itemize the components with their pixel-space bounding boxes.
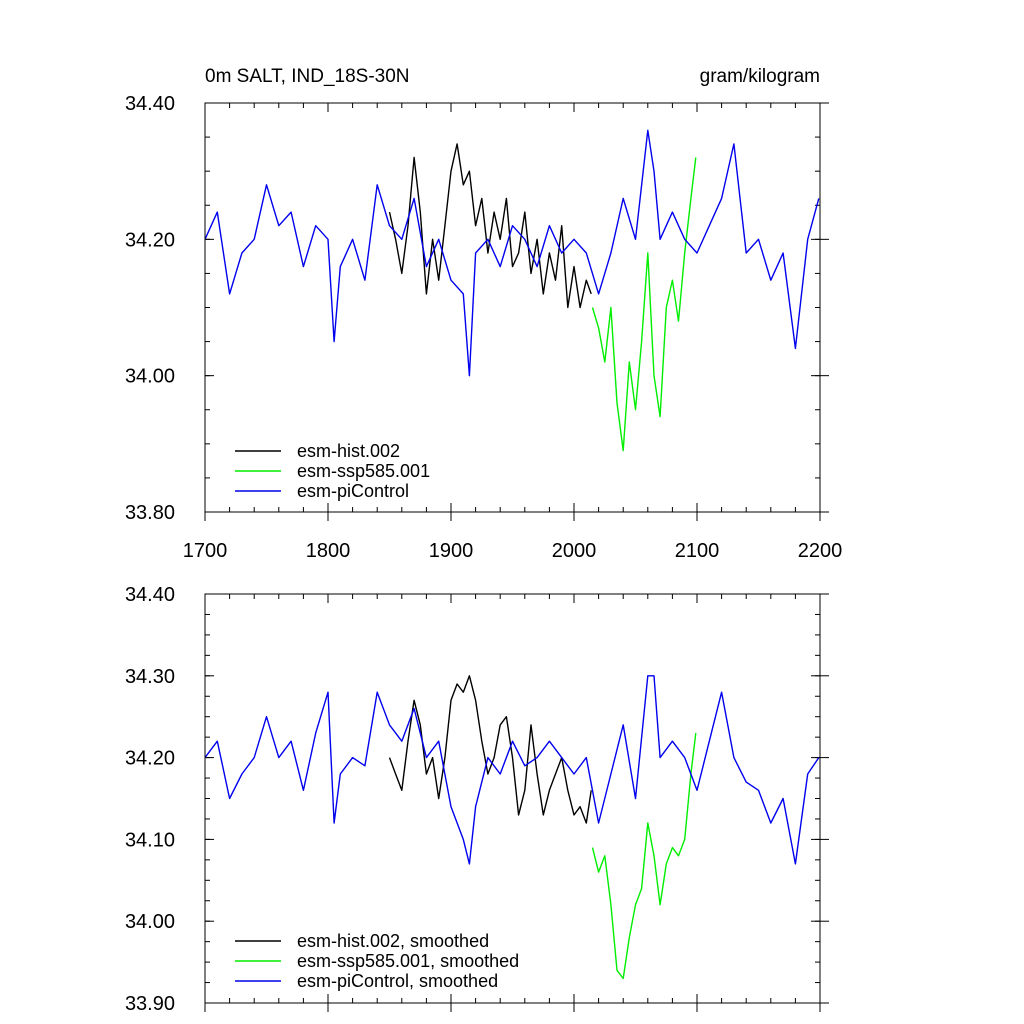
x-tick-label: 1900 — [429, 540, 474, 562]
series-line-esm-ssp585-001 — [591, 157, 697, 452]
y-tick-label: 34.20 — [125, 748, 175, 770]
top-series — [204, 129, 820, 452]
legend-label: esm-hist.002 — [297, 441, 400, 461]
y-tick-label: 34.20 — [125, 229, 175, 251]
series-line-esm-picontrol — [204, 129, 820, 377]
series-line-esm-hist-002 — [388, 143, 592, 309]
title-left: 0m SALT, IND_18S-30N — [205, 66, 410, 87]
y-tick-label: 34.40 — [125, 93, 175, 115]
y-tick-label: 33.90 — [125, 993, 175, 1015]
series-line-esm-picontrol-smoothed — [204, 675, 820, 865]
y-tick-label: 34.00 — [125, 911, 175, 933]
x-tick-label: 2100 — [675, 540, 720, 562]
panel-top: 0m SALT, IND_18S-30N gram/kilogram 1700 1… — [125, 66, 842, 562]
y-tick-label: 34.00 — [125, 366, 175, 388]
legend-label: esm-ssp585.001 — [297, 461, 430, 481]
legend-label: esm-hist.002, smoothed — [297, 931, 489, 951]
y-tick-label: 34.30 — [125, 666, 175, 688]
series-line-esm-hist-002-smoothed — [388, 675, 592, 824]
legend-label: esm-piControl — [297, 481, 409, 501]
x-tick-label: 2000 — [552, 540, 597, 562]
series-line-esm-ssp585-001-smoothed — [591, 733, 697, 980]
title-right-units: gram/kilogram — [700, 66, 820, 87]
bottom-series — [204, 675, 820, 980]
legend-label: esm-ssp585.001, smoothed — [297, 951, 519, 971]
bottom-plot-frame — [204, 593, 821, 1004]
bottom-ticks: 33.90 34.00 34.10 34.20 34.30 34.40 — [125, 584, 829, 1015]
top-plot-frame — [204, 102, 821, 513]
panel-bottom: 33.90 34.00 34.10 34.20 34.30 34.40 esm-hist.… — [125, 584, 829, 1015]
y-tick-label: 34.10 — [125, 829, 175, 851]
x-tick-label: 1800 — [306, 540, 351, 562]
top-ticks: 1700 1800 1900 2000 2100 2200 33.80 34.00 34.20 3… — [125, 93, 842, 562]
y-tick-label: 34.40 — [125, 584, 175, 606]
y-tick-label: 33.80 — [125, 502, 175, 524]
x-tick-label: 2200 — [798, 540, 843, 562]
x-tick-label: 1700 — [183, 540, 228, 562]
legend-label: esm-piControl, smoothed — [297, 971, 498, 991]
